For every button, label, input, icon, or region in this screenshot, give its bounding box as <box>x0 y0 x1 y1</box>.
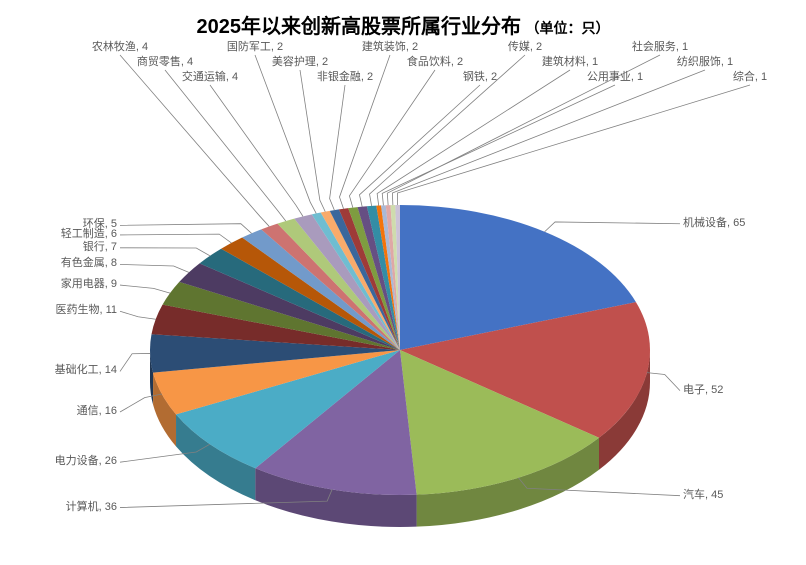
slice-label: 银行, 7 <box>83 241 117 254</box>
leader-line <box>120 234 231 243</box>
slice-label: 计算机, 36 <box>66 501 117 514</box>
leader-line <box>120 224 252 234</box>
slice-label: 通信, 16 <box>77 405 117 418</box>
leader-line <box>120 311 156 319</box>
leader-line <box>120 285 170 293</box>
slice-label: 社会服务, 1 <box>630 41 690 54</box>
leader-line <box>545 222 680 232</box>
slice-label: 农林牧渔, 4 <box>90 41 150 54</box>
slice-label: 基础化工, 14 <box>55 364 117 377</box>
slice-label: 有色金属, 8 <box>61 257 117 270</box>
leader-line <box>647 373 680 391</box>
slice-label: 综合, 1 <box>720 71 780 84</box>
leader-line <box>359 85 480 207</box>
slice-label: 建筑装饰, 2 <box>360 41 420 54</box>
leader-line <box>165 70 286 221</box>
slice-label: 交通运输, 4 <box>180 71 240 84</box>
slice-label: 建筑材料, 1 <box>540 56 600 69</box>
slice-label: 机械设备, 65 <box>683 217 745 230</box>
slice-label: 汽车, 45 <box>683 489 723 502</box>
slice-label: 纺织服饰, 1 <box>675 56 735 69</box>
leader-line <box>210 85 303 216</box>
slice-label: 美容护理, 2 <box>270 56 330 69</box>
slice-label: 非银金融, 2 <box>315 71 375 84</box>
leader-line <box>330 85 345 210</box>
slice-label: 医药生物, 11 <box>55 304 117 317</box>
slice-label: 公用事业, 1 <box>585 71 645 84</box>
pie-chart-3d <box>0 0 806 565</box>
slice-label: 传媒, 2 <box>495 41 555 54</box>
slice-label: 环保, 5 <box>83 218 117 231</box>
slice-label: 国防军工, 2 <box>225 41 285 54</box>
leader-line <box>392 70 705 205</box>
leader-line <box>300 70 325 212</box>
slice-label: 商贸零售, 4 <box>135 56 195 69</box>
leader-line <box>397 85 750 205</box>
slice-label: 电力设备, 26 <box>55 455 117 468</box>
slice-label: 食品饮料, 2 <box>405 56 465 69</box>
leader-line <box>120 353 150 371</box>
slice-label: 家用电器, 9 <box>61 278 117 291</box>
leader-line <box>349 70 435 208</box>
leader-line <box>120 264 189 272</box>
leader-line <box>255 55 316 213</box>
slice-label: 电子, 52 <box>683 384 723 397</box>
leader-line <box>120 248 210 256</box>
slice-label: 钢铁, 2 <box>450 71 510 84</box>
